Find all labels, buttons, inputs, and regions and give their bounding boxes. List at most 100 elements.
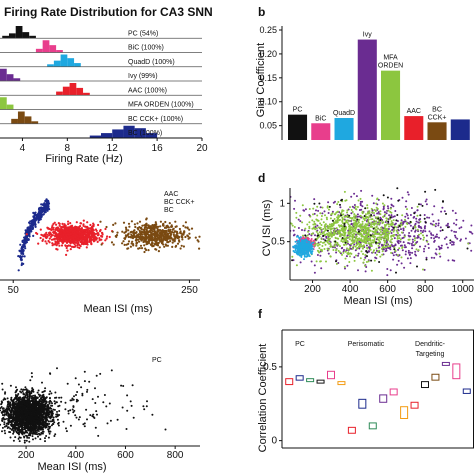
d-point-1-348 [380,226,383,229]
c-point-2-423 [155,239,158,242]
c-point-0-203 [28,222,32,225]
hist-bar-6-3 [31,121,39,124]
c-point-0-356 [37,221,40,224]
d-point-0-597 [367,246,370,249]
d-point-0-567 [432,234,435,237]
d-point-1-741 [326,218,328,221]
d-point-1-890 [389,244,392,247]
d-point-1-269 [387,223,390,226]
c-point-2-549 [160,236,163,239]
d-point-0-410 [322,238,325,241]
c-point-2-537 [132,231,135,235]
d-point-1-833 [339,218,341,221]
d-point-0-493 [399,240,402,243]
d-point-1-709 [341,209,344,212]
d-point-1-484 [350,209,353,211]
d-point-1-6 [396,254,399,257]
d-point-1-131 [370,207,373,210]
c-point-1-743 [93,233,96,236]
d-point-1-106 [370,269,373,272]
d-point-1-459 [333,245,336,248]
d-point-0-8 [343,249,345,251]
c-point-0-310 [22,243,25,247]
d-point-4-364 [304,243,307,246]
c-point-2-445 [135,242,138,245]
d-point-1-710 [306,234,309,237]
d-point-3-222 [313,239,316,242]
d-point-1-566 [341,240,344,243]
d-point-4-356 [303,254,306,257]
d-point-1-860 [329,244,332,246]
c-point-2-440 [169,233,173,236]
bar-7 [450,119,470,140]
panel-c-x-tick-label-0: 50 [8,285,20,296]
d-point-0-403 [297,227,300,229]
c-point-1-893 [83,237,86,240]
d-point-1-652 [339,234,342,237]
d-point-0-269 [453,259,456,262]
panel-a-x-tick-label-4: 20 [196,143,208,154]
d-point-0-61 [405,200,408,203]
d-point-4-359 [308,243,311,245]
panel-d-ylabel: CV ISI (ms) [261,200,273,257]
c-point-0-357 [27,230,30,233]
c-point-2-429 [99,220,102,223]
d-point-0-642 [316,254,319,256]
d-point-0-60 [423,268,426,271]
d-point-1-271 [351,230,354,233]
c-point-2-380 [171,241,174,244]
d-point-1-639 [348,230,351,233]
d-point-0-20 [313,271,316,274]
c-point-0-337 [34,218,37,221]
e-point-0-5 [39,438,42,441]
d-point-1-768 [329,225,332,228]
d-point-1-514 [316,219,319,222]
d-point-2-40 [334,240,337,243]
d-point-0-142 [400,262,403,265]
d-point-0-283 [377,211,380,214]
d-point-1-683 [337,249,340,252]
d-point-2-66 [356,218,359,221]
hist-bar-2-4 [74,63,81,67]
d-point-1-462 [346,211,348,214]
d-point-0-618 [451,209,454,212]
c-point-2-462 [144,225,147,228]
d-point-1-529 [385,230,387,233]
c-point-2-538 [175,230,178,234]
d-point-0-369 [358,247,361,250]
d-point-1-707 [326,237,329,240]
c-point-2-148 [129,245,132,248]
c-point-2-157 [178,227,181,231]
d-point-2-50 [364,207,367,210]
d-point-1-872 [295,216,298,219]
d-point-0-415 [308,233,311,236]
e-point-0-779 [2,398,5,401]
c-point-0-205 [41,213,45,216]
d-point-0-559 [390,214,393,217]
bar-label-6-0: BC [432,106,442,113]
d-point-0-164 [456,237,459,240]
d-point-0-439 [386,205,389,208]
c-point-2-263 [168,222,171,225]
d-point-1-771 [379,233,381,236]
c-point-2-312 [111,230,114,233]
d-point-2-12 [389,216,392,219]
c-point-2-482 [131,240,134,243]
d-point-1-226 [308,227,311,230]
c-point-0-366 [40,207,43,210]
d-point-0-474 [441,206,444,209]
d-point-1-612 [326,226,329,229]
d-point-0-249 [356,213,359,216]
d-point-1-790 [336,219,339,222]
d-point-0-632 [368,250,371,253]
panel-a-x-tick-label-3: 16 [152,143,164,154]
d-point-0-128 [401,196,404,199]
c-point-2-142 [164,220,167,224]
d-point-1-815 [382,231,385,234]
d-point-0-418 [433,239,436,242]
d-point-1-755 [295,211,298,214]
hist-bar-2-0 [47,64,54,67]
c-point-1-503 [104,227,107,231]
d-point-1-567 [375,229,378,232]
